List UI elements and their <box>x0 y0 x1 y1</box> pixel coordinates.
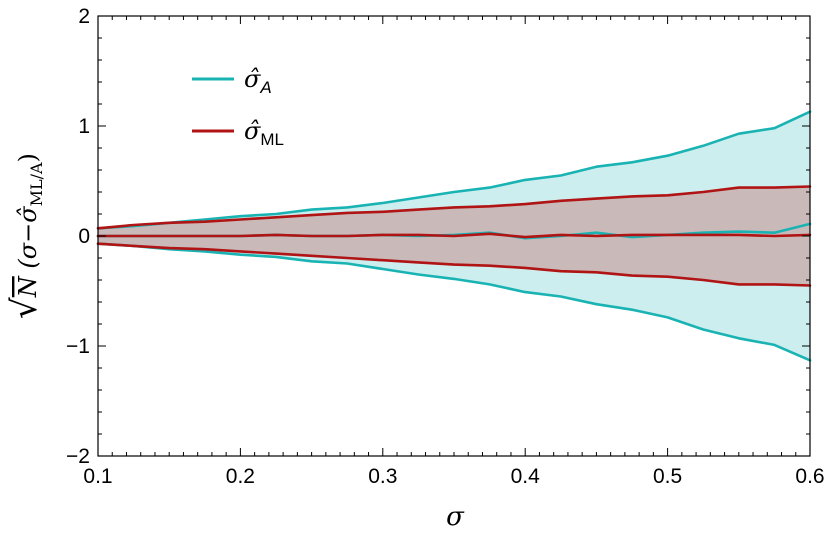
line-series-2-median <box>96 232 812 239</box>
y-axis-label-hat: σ̂ <box>14 206 42 223</box>
svg-text:√N (σ−σ̂ML/A): √N (σ−σ̂ML/A) <box>5 153 46 319</box>
line-series-2-upper <box>96 185 812 230</box>
y-axis-label-close: ) <box>14 153 42 162</box>
x-axis-label: σ <box>446 502 465 532</box>
y-tick-label: 0 <box>78 225 90 248</box>
x-tick-label: 0.3 <box>368 465 397 488</box>
x-tick-label: 0.6 <box>795 465 824 488</box>
line-series-2-lower <box>96 242 812 287</box>
x-tick-label: 0.4 <box>511 465 541 488</box>
y-axis-label: √N (σ−σ̂ML/A) <box>5 153 46 319</box>
y-axis-label-n: N <box>14 275 42 298</box>
ticks: 0.1 0.2 0.3 0.4 0.5 0.6 −2 −1 0 1 2 <box>66 5 825 488</box>
x-tick-label: 0.2 <box>226 465 255 488</box>
y-tick-label: −1 <box>66 335 90 358</box>
legend: σ̂A σ̂ML <box>192 65 284 149</box>
y-axis-label-open: (σ− <box>14 223 42 276</box>
x-tick-label: 0.1 <box>83 465 112 488</box>
y-tick-label: 1 <box>78 115 90 138</box>
y-tick-label: 2 <box>78 5 90 28</box>
y-axis-label-root: √ <box>5 297 45 319</box>
line-series-1-lower <box>96 242 812 362</box>
line-series-1-upper <box>96 110 812 230</box>
legend-label-2: σ̂ML <box>244 117 284 149</box>
y-axis-label-sub: ML/A <box>27 162 46 206</box>
series-lines <box>96 110 812 362</box>
y-tick-label: −2 <box>66 445 90 468</box>
x-tick-label: 0.5 <box>653 465 682 488</box>
legend-label-1: σ̂A <box>244 65 272 97</box>
